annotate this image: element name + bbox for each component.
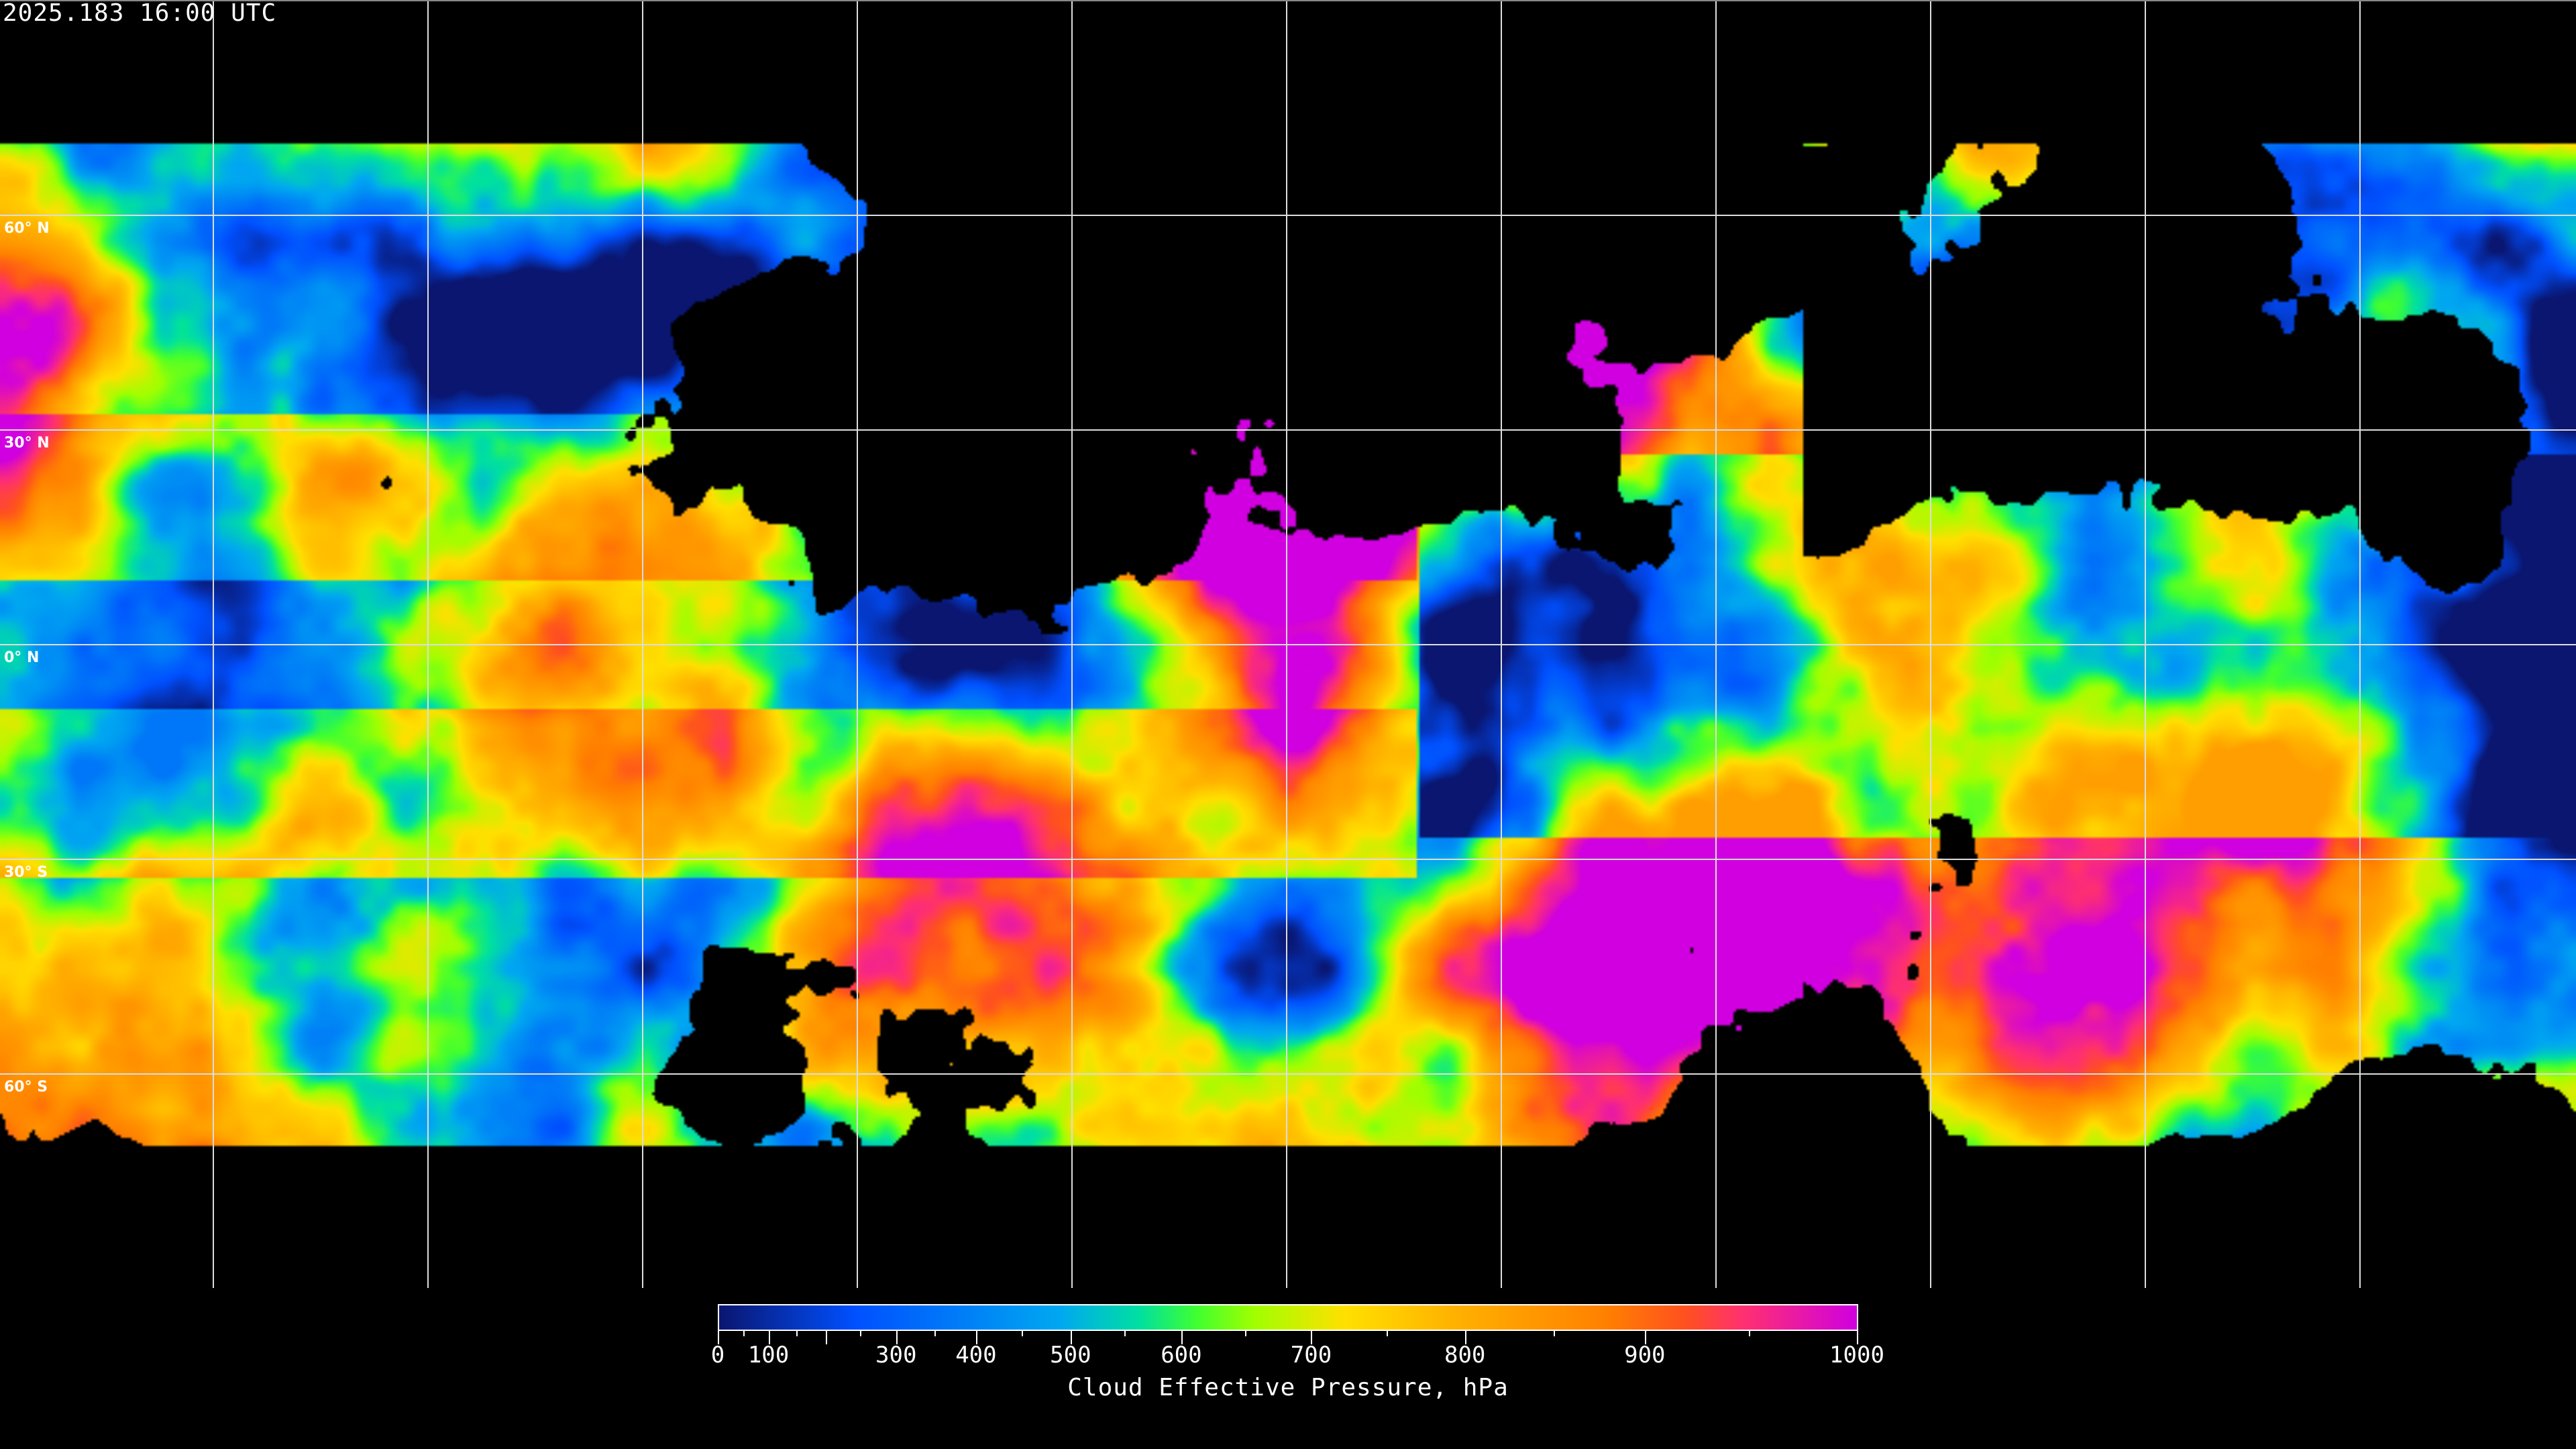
colorbar-minor-tick [1386,1331,1388,1336]
colorbar-minor-tick [934,1331,936,1336]
colorbar-tick-label: 800 [1444,1342,1486,1368]
lat-label-60n: 60° N [4,220,50,237]
colorbar-tick-label: 100 [747,1342,790,1368]
colorbar-minor-tick [743,1331,745,1336]
graticule [0,1,2576,1288]
colorbar-major-tick [1464,1331,1466,1344]
lat-label-60s: 60° S [4,1079,48,1095]
cloud-pressure-map: 60° N 30° N 0° N 30° S 60° S [0,0,2576,1288]
colorbar-major-tick [975,1331,977,1344]
colorbar-major-tick [1644,1331,1646,1344]
colorbar-major-tick [718,1331,719,1344]
colorbar-tick-label: 500 [1050,1342,1091,1368]
colorbar-tick-label: 400 [955,1342,997,1368]
colorbar-major-tick [1181,1331,1183,1344]
colorbar-tick-label: 900 [1624,1342,1666,1368]
colorbar-minor-tick [1022,1331,1024,1336]
colorbar-title: Cloud Effective Pressure, hPa [1067,1374,1509,1401]
colorbar-tick-label: 300 [875,1342,917,1368]
colorbar [718,1304,1858,1331]
colorbar-ticks [718,1331,1858,1344]
colorbar-minor-tick [1245,1331,1247,1336]
colorbar-tick-label: 1000 [1829,1342,1884,1368]
colorbar-major-tick [1070,1331,1072,1344]
colorbar-tick-label: 0 [710,1342,725,1368]
colorbar-minor-tick [796,1331,798,1336]
colorbar-major-tick [768,1331,770,1344]
lat-label-0: 0° N [4,649,40,666]
colorbar-major-tick [1857,1331,1858,1344]
colorbar-minor-tick [1124,1331,1126,1336]
lat-label-30n: 30° N [4,435,50,451]
lat-label-30s: 30° S [4,864,48,881]
colorbar-major-tick [896,1331,898,1344]
colorbar-tick-label: 600 [1161,1342,1202,1368]
colorbar-minor-tick [1554,1331,1556,1336]
colorbar-minor-tick [860,1331,862,1336]
colorbar-major-tick [826,1331,828,1344]
colorbar-minor-tick [1748,1331,1750,1336]
timestamp-title: 2025.183 16:00 UTC [3,0,277,27]
colorbar-tick-label: 700 [1290,1342,1332,1368]
colorbar-major-tick [1311,1331,1313,1344]
